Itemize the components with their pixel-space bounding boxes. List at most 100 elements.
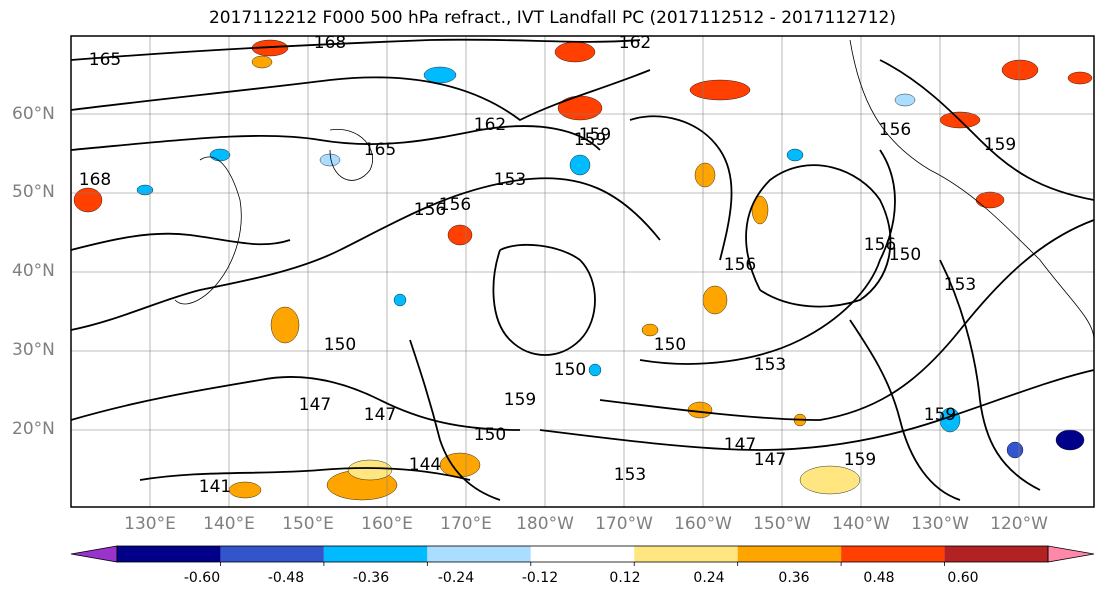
contour-label: 147 [724,435,756,455]
anomaly-blob [702,285,728,315]
anomaly-blob [447,224,473,246]
cb-tick-label: -0.36 [352,570,390,586]
contour-label: 156 [864,235,896,255]
ivt-contour-line [409,339,501,501]
contour-label: 159 [924,405,956,425]
anomaly-blob [228,481,262,499]
cb-tick-label: -0.12 [521,570,559,586]
lat-label-60: 60°N [12,104,55,124]
colorbar-segment [737,546,842,562]
contour-label: 153 [494,170,526,190]
contour-label: 153 [944,275,976,295]
contour-label: 159 [574,130,606,150]
colorbar-segment [530,546,635,562]
lon-label-170w: 170°W [595,514,653,534]
ivt-contour-line [629,115,733,261]
ivt-contour-line [70,177,661,331]
cb-tick-label: 0.60 [947,570,979,586]
colorbar-outline [116,545,1049,563]
ivt-contours [70,38,1095,501]
coastline [329,128,373,181]
cb-tick-label: 0.48 [863,570,895,586]
contour-label: 150 [889,245,921,265]
anomaly-blob [393,293,407,307]
anomaly-blob [1006,441,1024,459]
ivt-contour-line [939,259,1041,491]
colorbar-segment [634,546,738,562]
cb-tick-label: 0.12 [609,570,641,586]
ivt-contour-line [849,319,961,501]
anomaly-blob [588,363,602,377]
contour-label: 156 [724,255,756,275]
contour-label: 159 [844,450,876,470]
lon-label-140w: 140°W [832,514,890,534]
anomaly-blob [975,191,1005,209]
contour-label: 162 [619,33,651,53]
ivt-contour-line [70,376,521,431]
contour-label: 159 [984,135,1016,155]
lat-label-40: 40°N [12,261,55,281]
coastline [849,39,1095,341]
anomaly-blob [251,55,273,69]
cb-tick-label: -0.24 [437,570,475,586]
contour-label: 156 [414,200,446,220]
anomaly-blob [1001,59,1039,81]
ivt-contour-line [539,369,1095,451]
anomaly-blob [799,465,861,495]
ivt-contour-line [745,164,892,308]
contour-label: 168 [314,33,346,53]
anomaly-blob [687,401,713,419]
lon-label-160w: 160°W [674,514,732,534]
contour-label: 159 [579,125,611,145]
contour-label: 141 [199,477,231,497]
cb-tick-label: -0.48 [267,570,305,586]
anomaly-blob [73,187,103,213]
ivt-contour-line [879,59,1095,201]
lon-label-180w: 180°W [516,514,574,534]
anomaly-blob [270,306,300,344]
contour-label: 159 [504,390,536,410]
colorbar-extend-low [70,545,118,563]
contour-label: 147 [299,395,331,415]
ivt-contour-line [70,38,641,61]
contour-label: 168 [79,170,111,190]
ivt-contour-line [599,219,1095,421]
anomaly-blob [136,184,154,196]
colorbar-segment [323,546,428,562]
contour-label: 147 [364,405,396,425]
ivt-contour-line [139,467,471,481]
contour-label: 144 [409,455,441,475]
cb-tick-label: 0.36 [778,570,810,586]
anomaly-blob [694,162,716,188]
anomaly-blob [894,93,916,107]
contour-label: 150 [324,335,356,355]
lon-label-130w: 130°W [911,514,969,534]
anomaly-blob [689,79,751,101]
anomaly-blob [751,195,769,225]
map-title: 2017112212 F000 500 hPa refract., IVT La… [208,8,896,28]
lat-label-30: 30°N [12,340,55,360]
ivt-contour-line [639,149,896,365]
lon-label-160e: 160°E [361,514,413,534]
lat-label-50: 50°N [12,182,55,202]
anomaly-blob [209,148,231,162]
anomaly-blob [557,95,603,121]
ivt-contour-line [70,125,601,151]
coastline [174,156,242,305]
anomaly-blob [439,452,481,478]
contour-label: 153 [614,465,646,485]
contour-label: 147 [754,450,786,470]
colorbar-segment [841,546,945,562]
anomaly-blob [554,41,596,63]
contour-label: 165 [364,140,396,160]
contour-label: 162 [474,115,506,135]
colorbar-extend-high [1047,545,1095,563]
coastlines [174,39,1095,341]
cb-tick-label: 0.24 [693,570,725,586]
anomaly-blob [786,148,804,162]
anomaly-blob [347,459,393,481]
ivt-contour-line [70,232,291,251]
lon-label-140e: 140°E [203,514,255,534]
